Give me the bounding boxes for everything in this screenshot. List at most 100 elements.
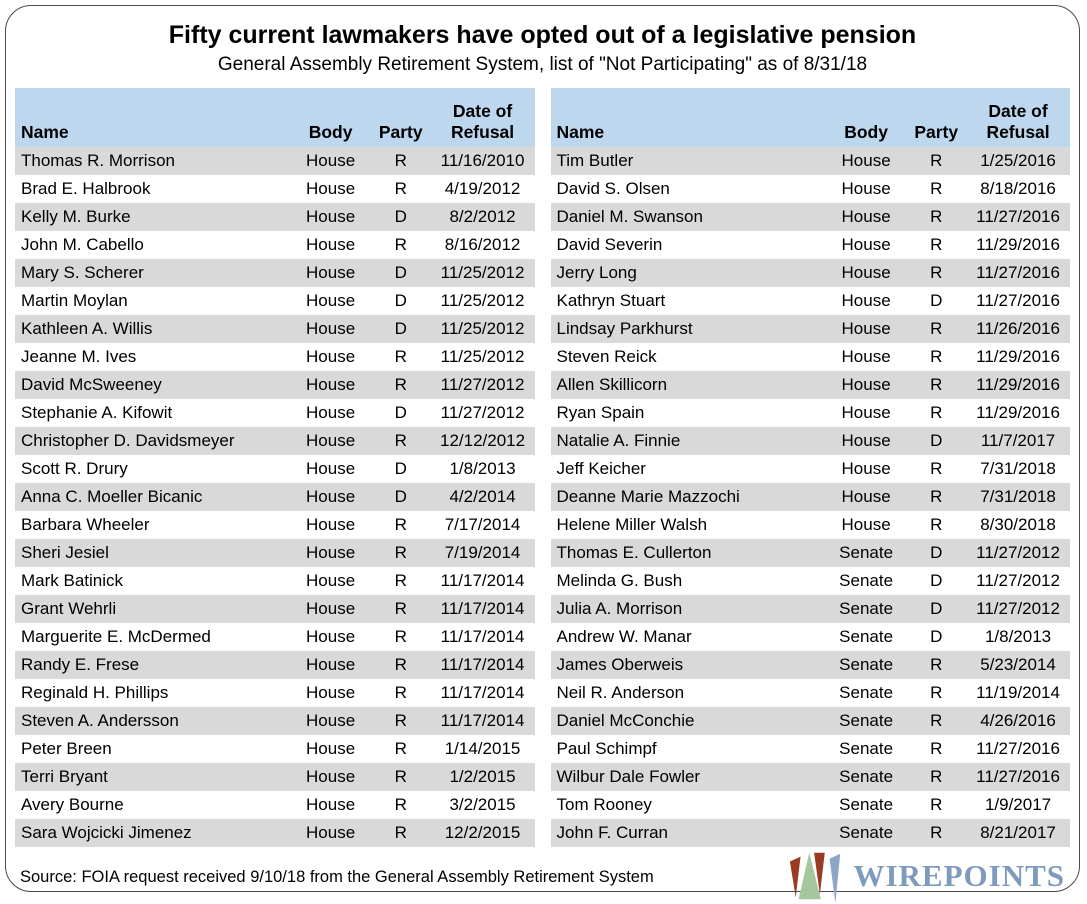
table-row: Wilbur Dale Fowler Senate R 11/27/2016 bbox=[550, 763, 1070, 791]
cell-party: R bbox=[370, 371, 431, 399]
table-row: Julia A. Morrison Senate D 11/27/2012 bbox=[550, 595, 1070, 623]
table-row: Kathryn Stuart House D 11/27/2016 bbox=[550, 287, 1070, 315]
table-row: Thomas E. Cullerton Senate D 11/27/2012 bbox=[550, 539, 1070, 567]
cell-party: R bbox=[906, 259, 967, 287]
cell-body: House bbox=[290, 763, 371, 791]
cell-body: Senate bbox=[825, 735, 907, 763]
table-row: Steven Reick House R 11/29/2016 bbox=[550, 343, 1070, 371]
table-row: Martin Moylan House D 11/25/2012 bbox=[15, 287, 535, 315]
cell-party: R bbox=[906, 511, 967, 539]
date-header-line2: Refusal bbox=[986, 122, 1050, 142]
cell-party: R bbox=[906, 203, 967, 231]
cell-date-of-refusal: 11/7/2017 bbox=[966, 427, 1070, 455]
cell-date-of-refusal: 11/25/2012 bbox=[430, 315, 535, 343]
cell-body: House bbox=[825, 371, 907, 399]
cell-body: House bbox=[290, 455, 371, 483]
cell-party: D bbox=[906, 567, 967, 595]
cell-body: Senate bbox=[825, 651, 907, 679]
card: Fifty current lawmakers have opted out o… bbox=[5, 5, 1080, 904]
right-table: Name Body Party Date of Refusal Tim Butl… bbox=[550, 88, 1070, 847]
cell-body: House bbox=[290, 399, 371, 427]
cell-name: Martin Moylan bbox=[15, 287, 291, 315]
cell-party: R bbox=[906, 707, 967, 735]
cell-body: Senate bbox=[825, 763, 907, 791]
cell-date-of-refusal: 11/27/2012 bbox=[430, 371, 535, 399]
table-row: Allen Skillicorn House R 11/29/2016 bbox=[550, 371, 1070, 399]
cell-name: Ryan Spain bbox=[550, 399, 826, 427]
cell-party: D bbox=[906, 427, 967, 455]
wirepoints-logo-icon bbox=[790, 852, 841, 904]
cell-party: R bbox=[906, 735, 967, 763]
cell-name: Reginald H. Phillips bbox=[15, 679, 291, 707]
cell-body: House bbox=[290, 735, 371, 763]
cell-date-of-refusal: 11/27/2016 bbox=[966, 259, 1070, 287]
cell-name: Jerry Long bbox=[550, 259, 826, 287]
cell-name: Andrew W. Manar bbox=[550, 623, 826, 651]
table-row: Jeanne M. Ives House R 11/25/2012 bbox=[15, 343, 535, 371]
table-row: Thomas R. Morrison House R 11/16/2010 bbox=[15, 147, 535, 175]
table-row: Mary S. Scherer House D 11/25/2012 bbox=[15, 259, 535, 287]
cell-name: David McSweeney bbox=[15, 371, 291, 399]
cell-body: House bbox=[290, 343, 371, 371]
cell-name: Daniel M. Swanson bbox=[550, 203, 826, 231]
cell-body: House bbox=[825, 287, 907, 315]
cell-date-of-refusal: 11/29/2016 bbox=[966, 343, 1070, 371]
column-header-body: Body bbox=[290, 88, 371, 147]
cell-party: R bbox=[370, 707, 431, 735]
cell-date-of-refusal: 11/27/2016 bbox=[966, 287, 1070, 315]
cell-party: D bbox=[370, 203, 431, 231]
cell-body: Senate bbox=[825, 595, 907, 623]
cell-date-of-refusal: 7/31/2018 bbox=[966, 483, 1070, 511]
table-row: John M. Cabello House R 8/16/2012 bbox=[15, 231, 535, 259]
cell-body: House bbox=[290, 651, 371, 679]
column-header-name: Name bbox=[15, 88, 291, 147]
cell-name: James Oberweis bbox=[550, 651, 826, 679]
cell-date-of-refusal: 8/16/2012 bbox=[430, 231, 535, 259]
cell-body: House bbox=[290, 427, 371, 455]
cell-date-of-refusal: 11/26/2016 bbox=[966, 315, 1070, 343]
cell-party: R bbox=[906, 147, 967, 175]
cell-party: R bbox=[370, 651, 431, 679]
cell-party: R bbox=[906, 175, 967, 203]
cell-date-of-refusal: 1/8/2013 bbox=[966, 623, 1070, 651]
cell-name: Helene Miller Walsh bbox=[550, 511, 826, 539]
table-row: Neil R. Anderson Senate R 11/19/2014 bbox=[550, 679, 1070, 707]
cell-party: R bbox=[906, 343, 967, 371]
table-row: Deanne Marie Mazzochi House R 7/31/2018 bbox=[550, 483, 1070, 511]
date-header-line2: Refusal bbox=[450, 122, 515, 142]
cell-name: Thomas R. Morrison bbox=[15, 147, 291, 175]
table-row: Melinda G. Bush Senate D 11/27/2012 bbox=[550, 567, 1070, 595]
cell-name: Brad E. Halbrook bbox=[15, 175, 291, 203]
cell-body: House bbox=[825, 399, 907, 427]
cell-name: Wilbur Dale Fowler bbox=[550, 763, 826, 791]
cell-date-of-refusal: 11/16/2010 bbox=[430, 147, 535, 175]
tables-container: Name Body Party Date of Refusal Thomas R… bbox=[15, 88, 1070, 847]
table-row: Tim Butler House R 1/25/2016 bbox=[550, 147, 1070, 175]
cell-party: D bbox=[906, 595, 967, 623]
cell-body: House bbox=[290, 287, 371, 315]
cell-date-of-refusal: 3/2/2015 bbox=[430, 791, 535, 819]
cell-body: House bbox=[290, 483, 371, 511]
cell-name: Julia A. Morrison bbox=[550, 595, 826, 623]
page-subtitle: General Assembly Retirement System, list… bbox=[217, 54, 868, 75]
cell-body: House bbox=[290, 203, 371, 231]
table-row: Reginald H. Phillips House R 11/17/2014 bbox=[15, 679, 535, 707]
table-row: Andrew W. Manar Senate D 1/8/2013 bbox=[550, 623, 1070, 651]
cell-party: D bbox=[370, 315, 431, 343]
cell-party: R bbox=[906, 679, 967, 707]
cell-name: Mary S. Scherer bbox=[15, 259, 291, 287]
cell-name: Randy E. Frese bbox=[15, 651, 291, 679]
cell-date-of-refusal: 11/25/2012 bbox=[430, 259, 535, 287]
cell-date-of-refusal: 11/27/2016 bbox=[966, 763, 1070, 791]
cell-body: Senate bbox=[825, 791, 907, 819]
cell-date-of-refusal: 11/29/2016 bbox=[966, 371, 1070, 399]
cell-party: D bbox=[370, 287, 431, 315]
cell-body: House bbox=[825, 259, 907, 287]
cell-party: R bbox=[370, 231, 431, 259]
table-row: David McSweeney House R 11/27/2012 bbox=[15, 371, 535, 399]
cell-name: David Severin bbox=[550, 231, 826, 259]
cell-date-of-refusal: 8/21/2017 bbox=[966, 819, 1070, 847]
table-row: Peter Breen House R 1/14/2015 bbox=[15, 735, 535, 763]
cell-date-of-refusal: 11/25/2012 bbox=[430, 343, 535, 371]
